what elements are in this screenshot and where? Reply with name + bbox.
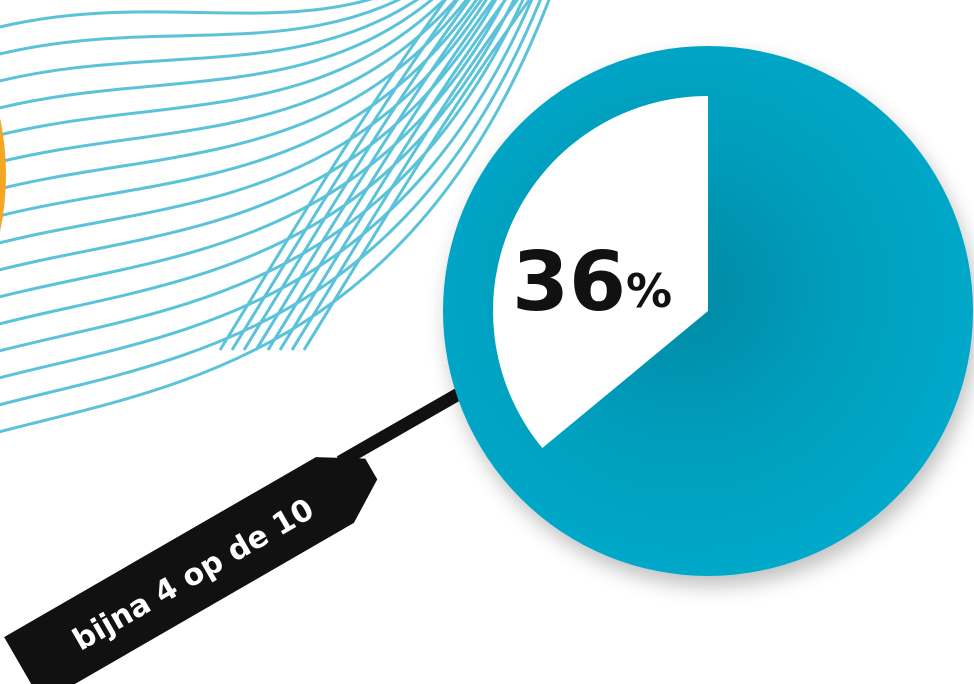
wave-line <box>302 0 532 351</box>
annotation-connector-line <box>336 386 466 468</box>
wave-line <box>0 0 525 353</box>
annotation-tag: bijna 4 op de 10 <box>4 457 378 684</box>
percentage-value: 36 <box>512 235 626 330</box>
wave-line <box>0 0 488 245</box>
wave-line <box>230 0 460 351</box>
wave-line <box>0 0 534 380</box>
wave-line <box>0 0 507 299</box>
wave-line <box>0 0 516 326</box>
annotation-text: bijna 4 op de 10 <box>67 492 320 658</box>
percentage-unit: % <box>626 264 672 318</box>
wave-line <box>0 0 434 110</box>
orange-accent-shape <box>0 118 6 232</box>
wave-line <box>0 0 551 434</box>
decorative-wave-lines <box>0 0 551 434</box>
wave-line <box>242 0 472 351</box>
wave-line <box>290 0 520 351</box>
wave-line <box>0 0 374 29</box>
wave-line <box>0 0 498 272</box>
annotation-tag-shape <box>4 457 378 684</box>
wave-line <box>218 0 448 351</box>
wave-line <box>0 0 402 56</box>
wave-line <box>266 0 496 351</box>
wave-line <box>0 0 420 83</box>
wave-line <box>254 0 484 351</box>
wave-line <box>0 0 446 137</box>
pie-slice-highlight <box>493 96 708 449</box>
wave-line <box>278 0 508 351</box>
